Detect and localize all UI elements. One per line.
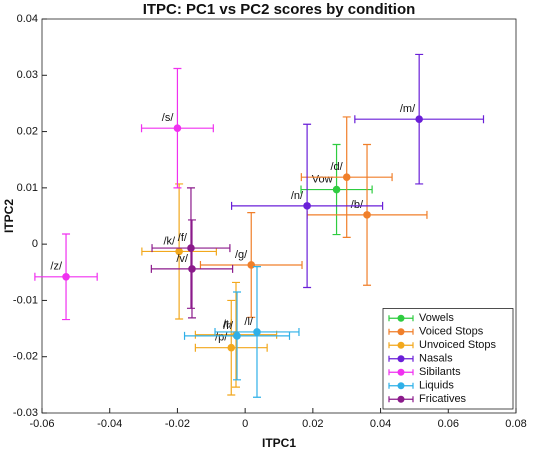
- point: [342, 173, 351, 181]
- legend-marker: [397, 314, 405, 322]
- y-axis-label: ITPC2: [2, 199, 16, 233]
- point: [415, 115, 423, 123]
- point-label: /s/: [162, 112, 175, 124]
- legend-marker: [397, 355, 405, 363]
- x-tick-label: 0.04: [370, 418, 391, 430]
- point: [175, 247, 183, 256]
- point-label: /b/: [351, 199, 364, 211]
- x-tick-label: 0: [242, 418, 248, 430]
- y-tick-label: 0.01: [17, 182, 38, 194]
- y-tick-label: 0: [32, 238, 38, 250]
- x-tick-label: -0.04: [97, 418, 122, 430]
- point-label: /n/: [291, 190, 304, 202]
- y-tick-label: -0.02: [13, 351, 38, 363]
- legend-label: Fricatives: [419, 393, 467, 405]
- y-tick-label: -0.01: [13, 294, 38, 306]
- y-tick-label: 0.02: [17, 125, 38, 137]
- point: [187, 244, 195, 252]
- point: [62, 272, 70, 281]
- point: [247, 261, 256, 269]
- x-tick-label: 0.08: [505, 418, 526, 430]
- x-tick-label: 0.02: [302, 418, 323, 430]
- legend-marker: [397, 368, 405, 376]
- x-axis-label: ITPC1: [262, 436, 296, 450]
- point-label: /v/: [176, 253, 189, 265]
- point-label: /z/: [50, 261, 63, 273]
- point-label: /d/: [330, 161, 343, 173]
- point-label: /m/: [400, 103, 416, 115]
- point-label: /f/: [178, 232, 188, 244]
- x-tick-label: 0.06: [438, 418, 459, 430]
- point: [253, 328, 261, 336]
- plot-frame: [41, 18, 517, 414]
- point: [173, 124, 182, 132]
- legend-marker: [397, 328, 405, 336]
- legend-label: Unvoiced Stops: [419, 339, 497, 351]
- point: [332, 185, 341, 194]
- x-tick-label: -0.06: [29, 418, 54, 430]
- legend-label: Nasals: [419, 353, 453, 365]
- point: [363, 211, 371, 219]
- point-label: /t/: [223, 319, 233, 331]
- legend-marker: [397, 395, 405, 403]
- point-label: Vow: [312, 173, 333, 185]
- point-label: /l/: [244, 316, 254, 328]
- x-tick-label: -0.02: [165, 418, 190, 430]
- legend-label: Sibilants: [419, 366, 461, 378]
- legend-label: Vowels: [419, 312, 454, 324]
- legend-label: Voiced Stops: [419, 326, 484, 338]
- point-label: /k/: [163, 235, 176, 247]
- point: [233, 332, 241, 340]
- point: [188, 265, 196, 273]
- point-label: /p/: [215, 332, 228, 344]
- y-tick-label: 0.03: [17, 69, 38, 81]
- legend-marker: [397, 341, 405, 349]
- point-label: /g/: [235, 249, 248, 261]
- chart-title: ITPC: PC1 vs PC2 scores by condition: [143, 1, 416, 18]
- point: [303, 202, 311, 210]
- y-tick-label: -0.03: [13, 407, 38, 419]
- legend-label: Liquids: [419, 380, 454, 392]
- point: [227, 343, 236, 352]
- point-label: /r/: [223, 320, 234, 332]
- y-tick-label: 0.04: [17, 13, 38, 25]
- legend-marker: [397, 382, 405, 390]
